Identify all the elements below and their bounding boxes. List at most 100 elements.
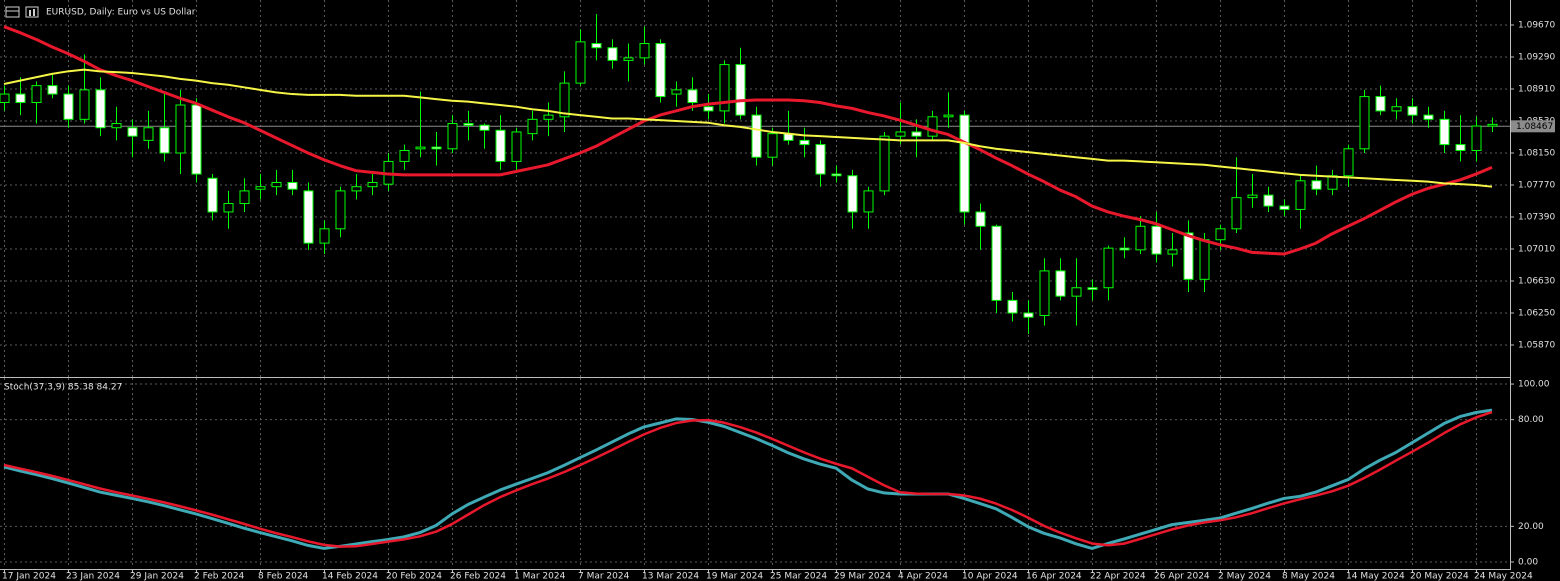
candle-body: [415, 146, 426, 150]
x-tick-label: 10 Apr 2024: [962, 572, 1018, 581]
x-tick-label: 19 Mar 2024: [706, 572, 763, 581]
candle-body: [671, 89, 682, 95]
y-tick-label: 0.00: [1518, 557, 1538, 567]
candle-body: [1023, 312, 1034, 318]
y-tick-label: 1.07390: [1518, 213, 1555, 223]
current-price-box: [1511, 120, 1555, 133]
y-tick-label: 1.06250: [1518, 309, 1555, 319]
candle-body: [591, 43, 602, 49]
candle-body: [1183, 232, 1194, 280]
y-tick-label: 1.09670: [1518, 21, 1555, 31]
candle-body: [15, 93, 26, 103]
candle-body: [527, 118, 538, 135]
candle-body: [63, 93, 74, 120]
candle-body: [447, 123, 458, 150]
candle-body: [159, 127, 170, 154]
icon-window[interactable]: [5, 6, 20, 18]
candle-body: [1439, 118, 1450, 146]
x-tick-label: 4 Apr 2024: [898, 572, 948, 581]
candle-body: [111, 123, 122, 129]
candle-body: [719, 64, 730, 112]
indicator-line: [3, 68, 1493, 188]
x-tick-label: 13 Mar 2024: [642, 572, 699, 581]
candle-body: [1311, 180, 1322, 190]
candle-body: [239, 190, 250, 205]
candle-body: [943, 114, 954, 118]
y-tick-label: 80.00: [1518, 415, 1544, 425]
candle-body: [1343, 148, 1354, 177]
toolbar-icons: [5, 6, 39, 18]
candle-body: [1087, 287, 1098, 290]
indicator-title: Stoch(37,3,9) 85.38 84.27: [4, 383, 122, 393]
candle-body: [223, 203, 234, 213]
indicator-line: [3, 25, 1493, 256]
x-tick-label: 14 May 2024: [1346, 572, 1405, 581]
candle-body: [703, 106, 714, 112]
candle-body: [1487, 123, 1498, 127]
y-tick-label: 1.07770: [1518, 181, 1555, 191]
candle-body: [607, 47, 618, 61]
candle-body: [287, 181, 298, 190]
candle-body: [303, 190, 314, 244]
x-tick-label: 8 Feb 2024: [258, 572, 309, 581]
candle-body: [367, 181, 378, 188]
x-tick-label: 1 Mar 2024: [514, 572, 566, 581]
candle-body: [863, 190, 874, 213]
candle-body: [1455, 144, 1466, 151]
y-tick-label: 20.00: [1518, 522, 1544, 532]
indicator-line: [3, 410, 1493, 548]
candle-body: [575, 41, 586, 84]
candle-body: [207, 177, 218, 213]
y-tick-label: 1.06630: [1518, 277, 1555, 287]
candle-body: [911, 131, 922, 137]
x-tick-label: 20 Feb 2024: [386, 572, 442, 581]
x-tick-label: 25 Mar 2024: [770, 572, 827, 581]
x-tick-label: 24 May 2024: [1474, 572, 1533, 581]
candle-body: [655, 43, 666, 98]
candle-body: [1471, 125, 1482, 151]
candle-body: [751, 114, 762, 158]
candle-body: [191, 104, 202, 175]
x-tick-label: 26 Apr 2024: [1154, 572, 1210, 581]
candle-body: [255, 186, 266, 190]
candle-body: [559, 82, 570, 118]
candle-body: [143, 127, 154, 141]
candle-body: [1295, 180, 1306, 210]
candle-body: [1135, 225, 1146, 251]
icon-chart[interactable]: [25, 6, 39, 18]
candle-body: [815, 144, 826, 175]
candle-body: [959, 114, 970, 213]
candle-body: [1375, 96, 1386, 112]
candle-body: [127, 127, 138, 137]
candle-body: [1391, 106, 1402, 112]
candle-body: [639, 43, 650, 59]
candle-body: [175, 104, 186, 154]
candle-body: [1039, 270, 1050, 317]
x-tick-label: 26 Feb 2024: [450, 572, 506, 581]
candle-body: [47, 85, 58, 95]
x-tick-label: 2 Feb 2024: [194, 572, 245, 581]
chart-title: EURUSD, Daily: Euro vs US Dollar: [46, 8, 196, 18]
candle-body: [1103, 247, 1114, 289]
candle-body: [799, 139, 810, 146]
candle-body: [95, 89, 106, 129]
candle-body: [1279, 205, 1290, 210]
x-tick-label: 8 May 2024: [1282, 572, 1335, 581]
candle-body: [879, 135, 890, 192]
candle-body: [495, 129, 506, 162]
candle-body: [479, 124, 490, 131]
candle-body: [1167, 249, 1178, 255]
candle-body: [431, 146, 442, 150]
x-tick-label: 20 May 2024: [1410, 572, 1469, 581]
candle-body: [895, 131, 906, 137]
candle-body: [319, 228, 330, 244]
indicator-line: [3, 408, 1493, 550]
candle-body: [831, 173, 842, 177]
candle-body: [735, 64, 746, 116]
candle-body: [1055, 270, 1066, 297]
candle-body: [351, 186, 362, 192]
y-tick-label: 1.07010: [1518, 245, 1555, 255]
candle-body: [623, 57, 634, 61]
x-tick-label: 22 Apr 2024: [1090, 572, 1146, 581]
